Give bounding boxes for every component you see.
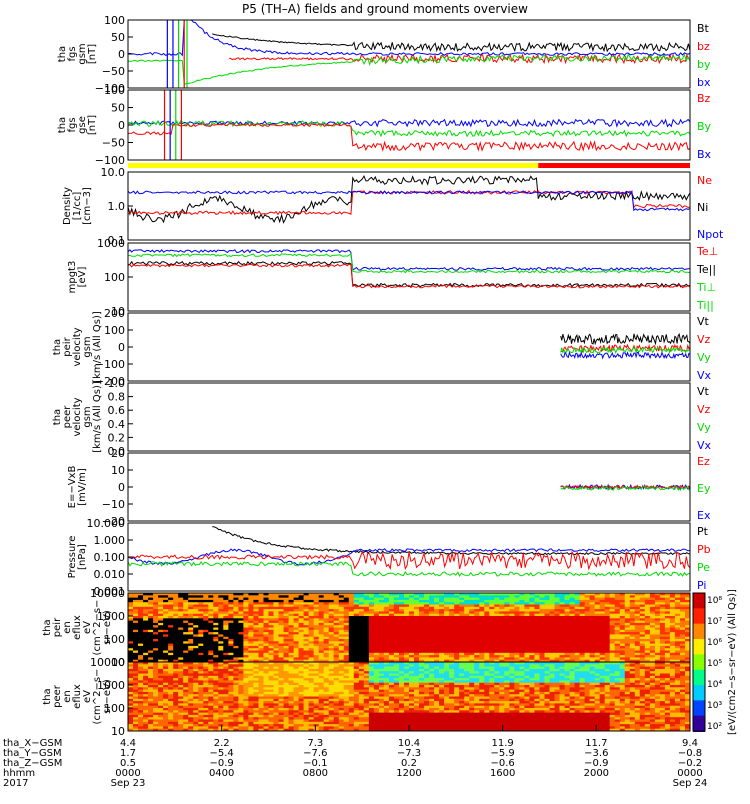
trace-bx [128, 20, 690, 55]
trace-ni [128, 176, 690, 222]
panel-plot-area [128, 662, 691, 732]
panel-plot-area [128, 90, 690, 160]
trace-ti-perp [128, 250, 690, 270]
panel-plot-area [561, 334, 690, 358]
panel-plot-area [128, 593, 691, 663]
trace-vt [561, 334, 690, 344]
panel-plot-area [128, 250, 690, 288]
trace-bt [212, 34, 690, 51]
trace-gse-bz [128, 124, 690, 151]
panel-plot-area [128, 20, 690, 88]
panel-plot-area [128, 176, 690, 222]
panel-plot-area [561, 485, 690, 490]
trace-by [128, 54, 690, 84]
trace-te-perp [128, 264, 690, 288]
figure-title: P5 (TH–A) fields and ground moments over… [242, 2, 528, 16]
trace-npot [128, 191, 690, 211]
panel-plot-area [128, 527, 690, 576]
trace-vx [561, 352, 690, 358]
trace-ne [128, 191, 690, 215]
